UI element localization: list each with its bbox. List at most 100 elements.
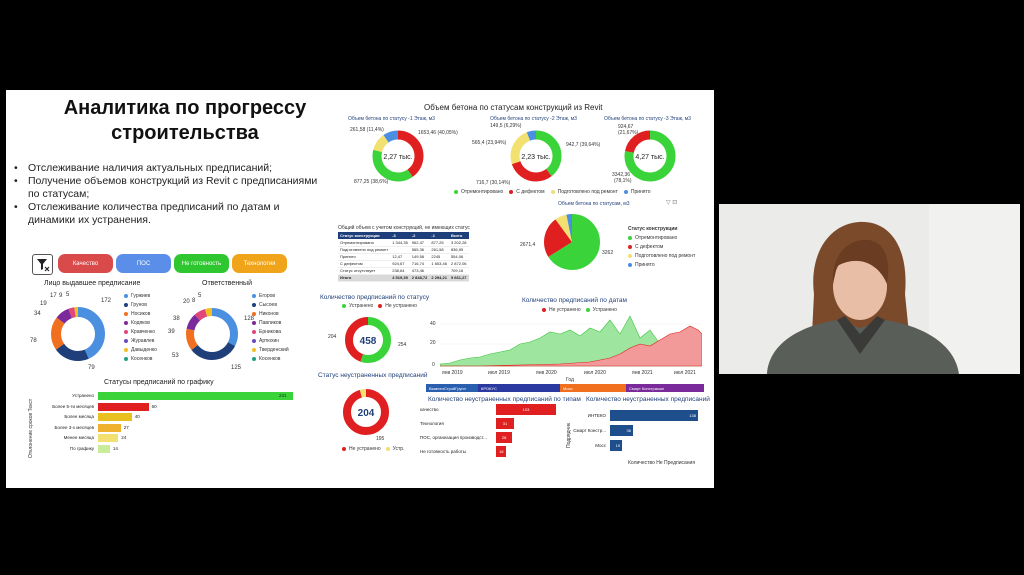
issuer-label: 79 (88, 365, 95, 371)
bullet-item: Отслеживание количества предписаний по д… (12, 201, 324, 227)
status-bar[interactable] (98, 413, 132, 421)
by-type-bar[interactable]: 31 (496, 418, 515, 429)
legend-label: Не устранено (385, 303, 417, 310)
legend-item: Устр. (385, 445, 404, 454)
legend-item: Не устранено (542, 306, 581, 315)
floor1-center: 2,27 тыс. (383, 154, 412, 161)
table-cell: Статус отсутствует (338, 267, 391, 275)
legend-dot (585, 308, 590, 313)
issuer-donut-chart: 172 78 79 34 19 17 9 5 (30, 292, 112, 371)
timeline-segment[interactable]: КРОКУС (478, 384, 560, 392)
overall-legend-items: Отремонтировано С дефектом Подготовлено по… (628, 234, 695, 270)
status-bar-value: 40 (134, 414, 140, 419)
status-bar[interactable] (98, 402, 149, 411)
unresolved-area (440, 325, 702, 367)
issuer-label: 172 (101, 298, 112, 304)
table-cell: 836,95 (448, 246, 469, 254)
status-bar[interactable] (98, 434, 119, 442)
unresolved-count-bar[interactable]: 138 (610, 410, 698, 421)
overall-label: 3262 (602, 250, 614, 256)
filter-button-label: Качество (72, 260, 99, 267)
y-tick: 0 (432, 362, 435, 368)
status-graph-bars: Устранено 231 Более 5-ти месяцев 60 Более ме… (36, 392, 296, 458)
responsible-legend: Егоров Сысоев Никонов Павликов Ерникова Артюх… (252, 292, 289, 363)
legend-item: С дефектом (628, 243, 695, 252)
floor2-donut: 2,23 тыс. (510, 130, 562, 182)
floor1-title: Объем бетона по статусу -1 Этаж, м3 (348, 116, 435, 122)
count-status-center: 458 (360, 336, 377, 347)
floor1-label: 261,58 (11,4%) (350, 127, 384, 133)
unresolved-count-bar[interactable]: 36 (610, 425, 633, 436)
table-cell: 12,47 (390, 253, 410, 261)
bullet-list: Отслеживание наличия актуальных предписа… (12, 162, 324, 227)
responsible-label: 5 (198, 293, 202, 299)
clear-filter-button[interactable] (32, 254, 53, 275)
issuer-slice (51, 307, 105, 361)
legend-item: Гуржиев (124, 292, 157, 301)
status-bar-label: Устранено (72, 393, 94, 398)
legend-dot (628, 254, 632, 259)
legend-label: Косенков (259, 355, 281, 362)
table-cell: 2 294,21 (429, 274, 449, 282)
legend-dot (378, 304, 383, 309)
unresolved-label: 195 (376, 436, 385, 442)
responsible-slice (186, 308, 238, 360)
timeline-segment[interactable]: ВымпелСтройГрупп (426, 384, 478, 392)
legend-dot (124, 356, 128, 361)
overall-legend-title: Статус конструкции (628, 226, 678, 232)
filter-clear-icon (36, 258, 49, 271)
legend-dot (252, 338, 256, 343)
issuer-label: 9 (59, 293, 63, 299)
status-graph-axis-label: Отклонение сроков Текст (28, 398, 34, 458)
floor1-label: 877,25 (38,6%) (354, 179, 389, 185)
legend-dot (124, 330, 128, 334)
legend-label: Принято (635, 262, 655, 269)
unresolved-status-header: Статус неустраненных предписаний (318, 372, 428, 379)
status-bar-value: 14 (112, 445, 118, 451)
status-bar[interactable] (98, 392, 293, 400)
legend-item: Артюхин (252, 336, 289, 345)
filter-button-label: Не готовность (181, 260, 222, 267)
legend-item: Косенков (252, 354, 289, 363)
table-cell: Итого (338, 274, 391, 282)
table-header-cell: -1 (429, 232, 449, 239)
legend-item: Отремонтировано (454, 188, 503, 197)
table-cell: 716,74 (409, 260, 430, 268)
timeline-segment[interactable]: Мосс (560, 384, 626, 392)
by-date-xaxis: янв 2019 июл 2019 янв 2020 июл 2020 янв … (442, 370, 704, 378)
table-cell: 709,16 (448, 267, 469, 275)
table-cell: Принято (338, 253, 391, 261)
legend-dot (454, 190, 458, 195)
unresolved-slice (343, 389, 389, 435)
unresolved-count-bar[interactable]: 19 (610, 440, 623, 451)
by-date-xlabel: Год (566, 377, 574, 383)
status-bar[interactable] (98, 423, 121, 432)
floor1-donut: 2,27 тыс. (372, 130, 424, 182)
legend-label: Отремонтировано (635, 235, 678, 242)
legend-label: Никонов (259, 311, 279, 318)
legend-label: Подготовлено под ремонт (635, 253, 696, 260)
timeline-segment[interactable]: Смарт Констракшн (626, 384, 704, 392)
filter-quality-button[interactable]: Качество (58, 254, 113, 273)
status-bar-label: Более 3-х месяцев (54, 424, 94, 430)
floor3-label: (21,67%) (618, 130, 639, 136)
table-row: Отремонтировано 1 344,35 962,47 877,25 3 202… (338, 239, 469, 247)
table-cell: 473,46 (409, 267, 430, 275)
status-graph-header: Статусы предписаний по графику (104, 379, 214, 386)
issuer-slice (51, 307, 105, 361)
by-type-bar[interactable]: 18 (496, 446, 507, 457)
legend-item: Не устранено (342, 445, 381, 454)
issuer-slice (51, 307, 105, 361)
by-type-bar[interactable]: 28 (496, 432, 513, 443)
filter-technology-button[interactable]: Технология (232, 254, 287, 273)
filter-pos-button[interactable]: ПОС (116, 254, 171, 273)
filter-icon[interactable]: ▽ ⊡ (666, 200, 678, 206)
status-bar-label: Более 5-ти месяцев (52, 403, 94, 409)
legend-label: Сысоев (259, 302, 277, 309)
issuer-label: 19 (40, 301, 47, 307)
by-type-bar[interactable]: 103 (496, 404, 556, 415)
status-bar[interactable] (98, 444, 110, 453)
filter-notready-button[interactable]: Не готовность (174, 254, 229, 273)
unresolved-count-xlabel: Количество Не Предписания (628, 460, 696, 466)
